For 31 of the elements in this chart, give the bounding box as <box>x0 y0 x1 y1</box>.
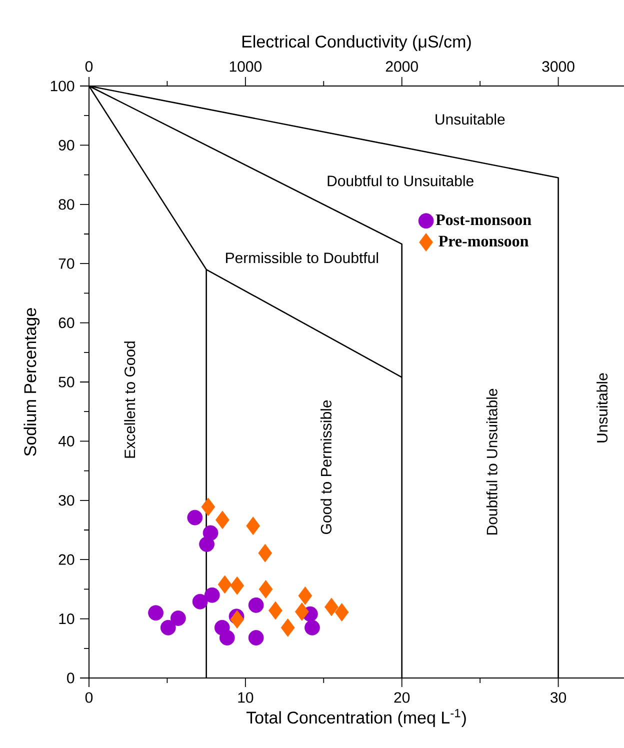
y-axis-title: Sodium Percentage <box>24 308 40 456</box>
y-tick-label: 10 <box>59 613 74 624</box>
y-tick-label: 20 <box>58 554 74 565</box>
annotation: Excellent to Good <box>124 342 136 458</box>
legend-label: Post-monsoon <box>436 214 532 226</box>
y-tick-label: 30 <box>58 495 74 506</box>
y-tick-label: 80 <box>58 199 74 210</box>
x2-tick-label: 1000 <box>230 61 262 72</box>
legend-label: Pre-monsoon <box>438 236 528 247</box>
y-tick-label: 100 <box>50 80 74 92</box>
x-tick-label: 20 <box>394 692 410 703</box>
annotation: Doubtful to Unsuitable <box>328 175 474 186</box>
x2-tick-label: 3000 <box>542 61 574 72</box>
annotation: Unsuitable <box>436 114 505 125</box>
y-tick-label: 60 <box>58 317 74 328</box>
x-tick-label: 0 <box>85 692 93 703</box>
y-tick-label: 40 <box>58 436 74 447</box>
annotation: Permissible to Doubtful <box>226 252 378 264</box>
y-tick-label: 70 <box>58 258 74 269</box>
x-axis-title: Total Concentration (meq L$^{-1}$) <box>246 709 466 727</box>
x2-tick-label: 2000 <box>386 61 418 72</box>
y-tick-label: 50 <box>58 376 74 388</box>
x-tick-label: 30 <box>550 692 566 703</box>
y-tick-label: 90 <box>58 140 74 151</box>
x-tick-label: 10 <box>238 692 254 703</box>
annotation: Good to Permissible <box>320 400 332 534</box>
x2-tick-label: 0 <box>85 61 93 72</box>
annotation: Doubtful to Unsuitable <box>486 388 498 534</box>
x2-axis-title: Electrical Conductivity (μS/cm) <box>242 35 471 51</box>
y-tick-label: 0 <box>67 672 74 684</box>
annotation: Unsuitable <box>596 373 608 442</box>
